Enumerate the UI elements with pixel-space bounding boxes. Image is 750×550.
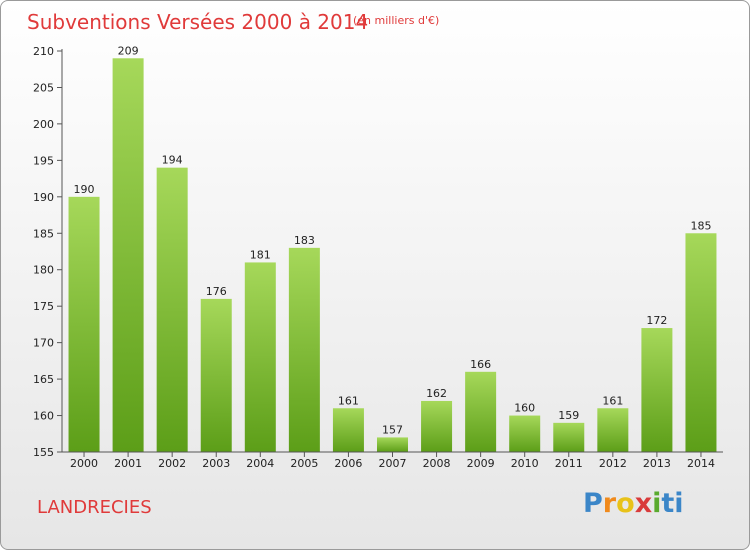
y-axis: 155 160 165 170 175 180 185 190 195 200 205 210	[33, 45, 63, 459]
x-tick-label: 2003	[202, 457, 230, 470]
x-tick-label: 2007	[379, 457, 407, 470]
bar-value-label: 181	[250, 248, 271, 261]
y-tick-label: 170	[33, 337, 54, 350]
logo-letter: i	[674, 488, 684, 519]
bar-value-label: 161	[602, 394, 623, 407]
y-tick-label: 180	[33, 264, 54, 277]
y-tick-label: 175	[33, 300, 54, 313]
x-tick-label: 2012	[599, 457, 627, 470]
x-tick-label: 2011	[555, 457, 583, 470]
x-axis: 2000 2001 2002 2003 2004 2005 2006 2007 2008 2009…	[62, 451, 723, 470]
bar	[156, 167, 188, 452]
x-tick-label: 2002	[158, 457, 186, 470]
y-tick-label: 160	[33, 410, 54, 423]
chart-subtitle: (en milliers d'€)	[353, 14, 440, 27]
bar	[641, 328, 673, 452]
bar	[421, 400, 453, 452]
bar-value-label: 157	[382, 423, 403, 436]
y-tick-label: 190	[33, 191, 54, 204]
bar	[332, 408, 364, 452]
logo-letter: r	[602, 488, 617, 519]
bar	[377, 437, 408, 452]
x-tick-label: 2006	[334, 457, 362, 470]
y-tick-label: 200	[33, 118, 54, 131]
bar-value-label: 159	[558, 409, 579, 422]
y-tick-label: 205	[33, 81, 54, 94]
bar-value-label: 185	[690, 219, 711, 232]
bars: 190 209 194 176 181 183 161 157 162 166 160 159 161 1…	[68, 44, 717, 453]
chart-title: Subventions Versées 2000 à 2014	[27, 10, 369, 34]
bar-value-label: 190	[74, 183, 95, 196]
x-tick-label: 2004	[246, 457, 274, 470]
commune-name: LANDRECIES	[37, 497, 152, 518]
x-tick-label: 2010	[511, 457, 539, 470]
bar-value-label: 162	[426, 387, 447, 400]
logo-letter: i	[652, 488, 662, 519]
bar	[288, 247, 320, 452]
proxiti-logo: Proxiti	[583, 488, 684, 519]
x-tick-label: 2009	[467, 457, 495, 470]
logo-letter: x	[634, 488, 653, 519]
bar-value-label: 160	[514, 402, 535, 415]
bar-value-label: 183	[294, 234, 315, 247]
bar	[685, 233, 717, 452]
bar	[553, 422, 585, 452]
x-tick-label: 2014	[687, 457, 715, 470]
logo-letter: o	[616, 488, 635, 519]
bar	[200, 298, 232, 452]
x-tick-label: 2001	[114, 457, 142, 470]
bar-value-label: 176	[206, 285, 227, 298]
bar-value-label: 172	[646, 314, 667, 327]
bar	[465, 371, 497, 452]
y-tick-label: 195	[33, 154, 54, 167]
x-tick-label: 2005	[290, 457, 318, 470]
bar-value-label: 161	[338, 394, 359, 407]
bar	[68, 196, 100, 452]
bar-value-label: 194	[162, 154, 183, 167]
y-tick-label: 155	[33, 446, 54, 459]
bar	[244, 262, 276, 452]
bar	[509, 415, 541, 452]
x-tick-label: 2000	[70, 457, 98, 470]
x-tick-label: 2008	[423, 457, 451, 470]
bar	[112, 58, 144, 453]
logo-letter: P	[583, 488, 603, 519]
y-tick-label: 165	[33, 373, 54, 386]
x-tick-label: 2013	[643, 457, 671, 470]
logo-letter: t	[661, 488, 675, 519]
y-tick-label: 210	[33, 45, 54, 58]
y-tick-label: 185	[33, 227, 54, 240]
bar	[597, 408, 629, 452]
bar-value-label: 166	[470, 358, 491, 371]
bar-value-label: 209	[118, 44, 139, 57]
